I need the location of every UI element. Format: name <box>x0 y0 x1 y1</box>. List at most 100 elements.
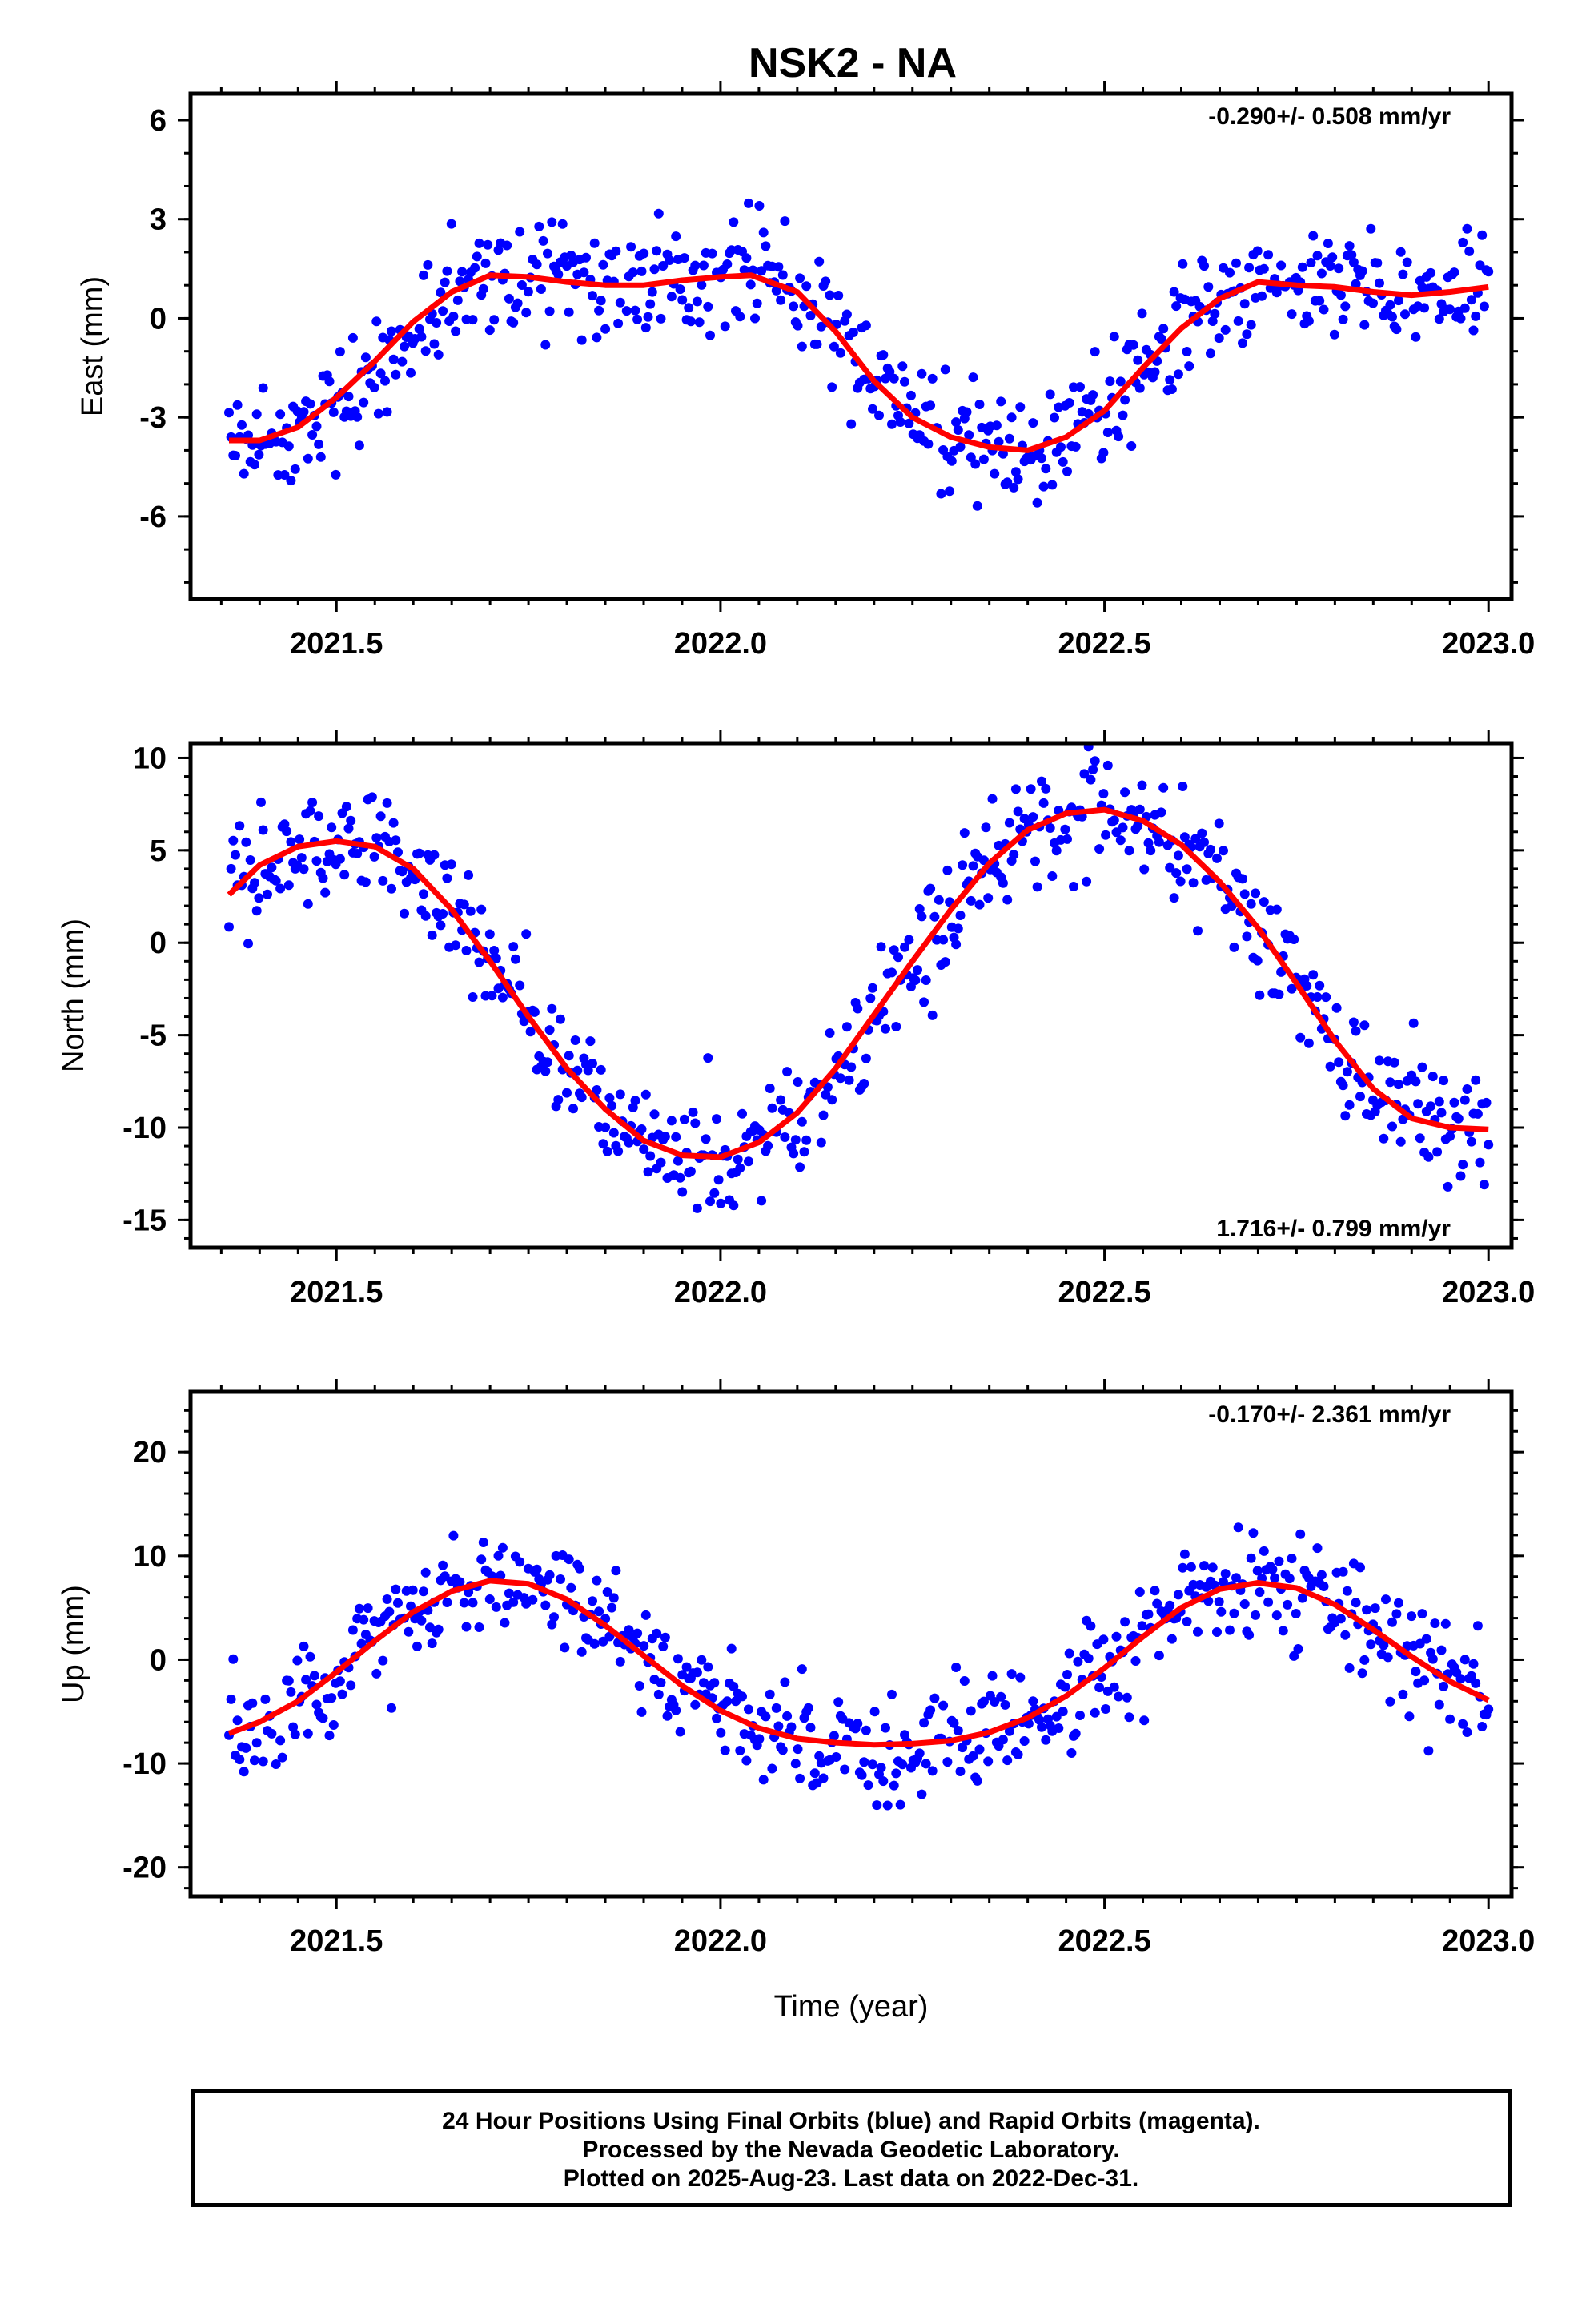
y-tick-label: 3 <box>150 203 167 237</box>
data-point <box>1137 308 1147 319</box>
x-tick-label: 2022.5 <box>1058 627 1150 661</box>
data-point <box>286 476 296 486</box>
data-point <box>904 418 914 428</box>
data-point <box>387 1703 396 1713</box>
y-tick-label: 6 <box>150 104 167 138</box>
data-point <box>660 1632 670 1642</box>
data-point <box>653 1689 664 1699</box>
data-point <box>1015 402 1026 412</box>
data-point <box>1002 1755 1013 1766</box>
data-point <box>581 252 591 263</box>
data-point <box>576 1647 587 1657</box>
data-point <box>675 1727 685 1737</box>
data-point <box>1002 477 1013 488</box>
data-point <box>314 811 324 822</box>
data-point <box>1098 1634 1109 1645</box>
data-point <box>315 452 326 462</box>
data-point <box>1229 942 1239 952</box>
footer-line-1: 24 Hour Positions Using Final Orbits (bl… <box>442 2108 1260 2134</box>
data-point <box>1233 316 1243 326</box>
data-point <box>1009 482 1019 493</box>
data-point <box>1051 846 1062 856</box>
data-point <box>1259 897 1269 907</box>
data-point <box>346 815 356 826</box>
data-point <box>1120 1617 1130 1627</box>
data-point <box>406 368 416 378</box>
data-point <box>897 361 908 372</box>
data-point <box>1045 389 1055 400</box>
data-point <box>1004 818 1014 828</box>
data-point <box>1421 1634 1431 1644</box>
data-point <box>705 330 715 340</box>
data-point <box>906 390 916 400</box>
data-point <box>371 1668 382 1679</box>
data-point <box>632 314 643 324</box>
data-point <box>793 1744 803 1755</box>
data-point <box>367 792 377 802</box>
data-point <box>983 893 994 903</box>
data-point <box>1109 1682 1119 1692</box>
data-point <box>1325 261 1335 271</box>
data-point <box>1385 1696 1395 1707</box>
data-point <box>869 1707 880 1717</box>
data-point <box>868 983 877 993</box>
data-point <box>1434 1096 1444 1107</box>
data-point <box>440 277 450 287</box>
data-point <box>662 1711 673 1721</box>
data-point <box>841 309 852 320</box>
data-point <box>352 412 363 422</box>
data-point <box>1128 340 1138 350</box>
data-point <box>427 1638 437 1649</box>
data-point <box>375 368 386 379</box>
footer-line-3: Plotted on 2025-Aug-23. Last data on 202… <box>563 2165 1139 2192</box>
data-point <box>1118 410 1128 420</box>
data-point <box>388 354 399 364</box>
data-point <box>576 1092 587 1103</box>
data-point <box>968 1751 978 1761</box>
data-point <box>602 1146 612 1156</box>
data-point <box>970 459 981 469</box>
data-point <box>547 217 557 227</box>
data-point <box>354 440 364 451</box>
data-point <box>1122 1692 1132 1703</box>
data-point <box>1443 1181 1453 1192</box>
data-point <box>966 895 976 906</box>
data-point <box>594 1606 604 1617</box>
data-point <box>387 883 396 894</box>
data-point <box>250 878 259 888</box>
data-point <box>1475 1157 1485 1168</box>
data-point <box>1032 882 1042 892</box>
data-point <box>891 1768 901 1779</box>
data-point <box>1182 347 1192 356</box>
data-point <box>1276 967 1287 977</box>
data-point <box>536 284 546 294</box>
data-point <box>543 1057 552 1068</box>
data-point <box>1062 834 1072 844</box>
data-point <box>314 439 324 449</box>
data-point <box>733 1154 743 1164</box>
data-point <box>1101 830 1111 840</box>
data-point <box>1054 1723 1064 1733</box>
data-point <box>1434 1699 1444 1710</box>
data-point <box>406 1601 416 1611</box>
y-tick-label: 0 <box>150 927 167 960</box>
data-point <box>1255 990 1265 1000</box>
data-point <box>1158 782 1169 793</box>
data-point <box>1246 320 1256 330</box>
data-point <box>290 1729 300 1739</box>
data-point <box>478 283 488 294</box>
data-point <box>307 798 318 807</box>
data-point <box>588 1059 597 1068</box>
data-point <box>921 975 931 985</box>
data-point <box>594 305 604 316</box>
data-point <box>940 957 950 967</box>
data-point <box>658 1642 669 1651</box>
data-point <box>540 1600 551 1610</box>
data-point <box>427 930 437 940</box>
data-point <box>335 347 345 357</box>
data-points <box>224 198 1494 511</box>
data-point <box>1413 1099 1423 1109</box>
data-point <box>1471 1678 1481 1688</box>
data-point <box>793 1077 803 1087</box>
data-point <box>1034 1715 1045 1725</box>
